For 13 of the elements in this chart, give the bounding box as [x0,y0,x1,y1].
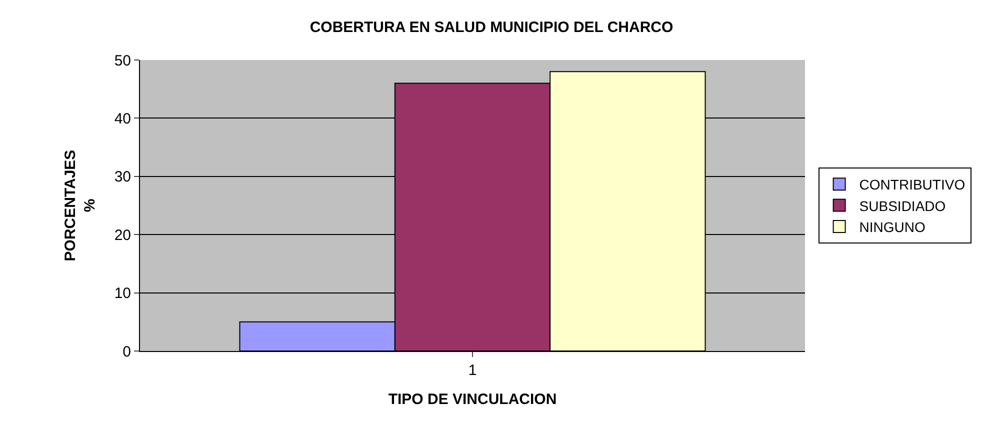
x-axis-title: TIPO DE VINCULACION [388,391,557,408]
legend-label: NINGUNO [859,218,926,235]
y-tick-label: 10 [114,285,131,302]
y-tick-label: 50 [114,52,131,70]
y-axis-title: PORCENTAJES % [62,150,99,262]
x-tick-label: 1 [468,362,477,379]
chart-title: COBERTURA EN SALUD MUNICIPIO DEL CHARCO [310,19,674,36]
legend-label: SUBSIDIADO [859,198,946,214]
y-tick-label: 30 [114,168,131,186]
legend-label: CONTRIBUTIVO [859,176,966,193]
y-tick-label: 20 [114,226,131,244]
y-tick-label: 0 [122,343,131,360]
y-tick-label: 40 [114,110,131,128]
